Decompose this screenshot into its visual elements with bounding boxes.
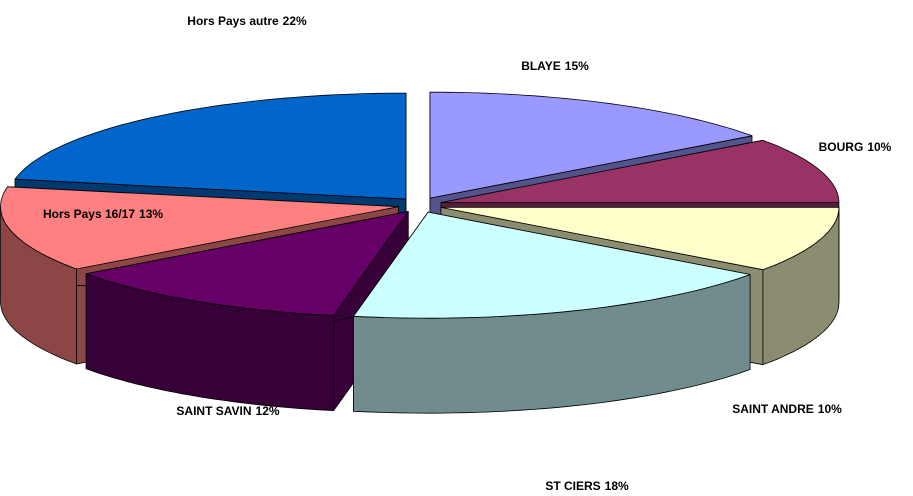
slice-label-name: Hors Pays 16/17 [43, 207, 135, 221]
slice [14, 92, 407, 200]
slice-label: Hors Pays autre 22% [187, 14, 307, 28]
slice-label-name: BLAYE [521, 59, 561, 73]
slice-label: BLAYE 15% [521, 59, 589, 73]
slice-label: BOURG 10% [819, 140, 892, 154]
slice [440, 206, 840, 271]
labels: BLAYE 15%BOURG 10%SAINT ANDRE 10%ST CIERS 18… [43, 14, 892, 493]
slice-label: ST CIERS 18% [545, 479, 629, 493]
slice-label: SAINT ANDRE 10% [732, 402, 842, 416]
pie [0, 91, 840, 414]
slice-label-name: SAINT ANDRE [732, 402, 814, 416]
slice-label-name: SAINT SAVIN [176, 404, 251, 418]
slice [353, 211, 751, 319]
slice [429, 91, 753, 199]
slice-label-value: 15% [565, 59, 589, 73]
slice [0, 186, 399, 270]
slice-label-value: 10% [867, 140, 891, 154]
slice-label-value: 12% [256, 404, 280, 418]
slice-label: Hors Pays 16/17 13% [43, 207, 163, 221]
slice [440, 139, 840, 204]
slice-label-name: Hors Pays autre [187, 14, 279, 28]
slice-label: SAINT SAVIN 12% [176, 404, 279, 418]
slice [85, 211, 409, 316]
slice-label-value: 10% [818, 402, 842, 416]
slice-label-name: BOURG [819, 140, 864, 154]
slice-label-value: 18% [605, 479, 629, 493]
slice-label-value: 13% [139, 207, 163, 221]
slice-label-name: ST CIERS [545, 479, 600, 493]
slice-label-value: 22% [283, 14, 307, 28]
